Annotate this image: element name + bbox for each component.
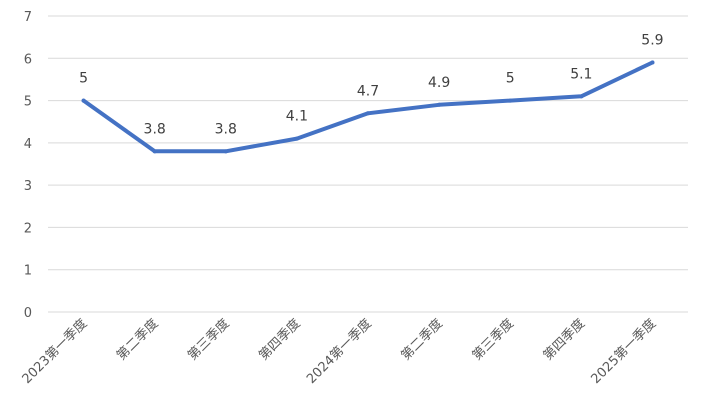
- y-tick-label: 7: [24, 10, 32, 25]
- x-tick-label: 第三季度: [185, 316, 233, 364]
- data-label: 5.1: [570, 66, 592, 82]
- y-tick-label: 5: [24, 95, 32, 110]
- x-tick-label: 2024第一季度: [303, 316, 374, 387]
- x-tick-label: 2023第一季度: [19, 316, 90, 387]
- data-point: [81, 98, 86, 103]
- x-tick-label: 2025第一季度: [588, 316, 659, 387]
- grid-lines: [48, 15, 688, 313]
- y-axis: 0 1 2 3 4 5 6 7: [24, 10, 32, 321]
- data-point: [437, 102, 442, 107]
- data-label: 5.9: [641, 33, 663, 49]
- data-label: 4.1: [286, 109, 308, 125]
- y-tick-label: 4: [24, 137, 32, 152]
- series-line-path: [81, 60, 655, 154]
- y-tick-label: 6: [24, 52, 32, 67]
- data-label: 4.9: [428, 75, 450, 91]
- x-tick-label: 第四季度: [256, 316, 304, 364]
- x-tick-label: 第三季度: [469, 316, 517, 364]
- data-point: [366, 111, 370, 116]
- data-point: [650, 60, 655, 65]
- y-tick-label: 3: [24, 179, 32, 194]
- x-tick-label: 第二季度: [398, 316, 446, 364]
- data-label: 5: [506, 71, 515, 87]
- data-label: 3.8: [144, 121, 166, 137]
- y-tick-label: 0: [24, 306, 32, 321]
- series-line: [81, 60, 655, 154]
- data-point: [223, 149, 228, 154]
- data-labels: 5 3.8 3.8 4.1 4.7 4.9 5 5.1 5.9: [79, 33, 663, 138]
- x-tick-label: 第二季度: [113, 316, 161, 364]
- y-tick-label: 1: [24, 264, 32, 279]
- x-axis: 2023第一季度 第二季度 第三季度 第四季度 2024第一季度 第二季度 第三季度 第四季度…: [19, 316, 659, 387]
- data-point: [579, 94, 584, 99]
- data-point: [508, 98, 513, 103]
- data-point: [294, 136, 299, 141]
- data-label: 5: [79, 71, 88, 87]
- data-label: 3.8: [215, 121, 237, 137]
- y-tick-label: 2: [24, 221, 32, 236]
- x-tick-label: 第四季度: [540, 316, 588, 364]
- data-label: 4.7: [357, 83, 379, 99]
- data-point: [152, 149, 157, 154]
